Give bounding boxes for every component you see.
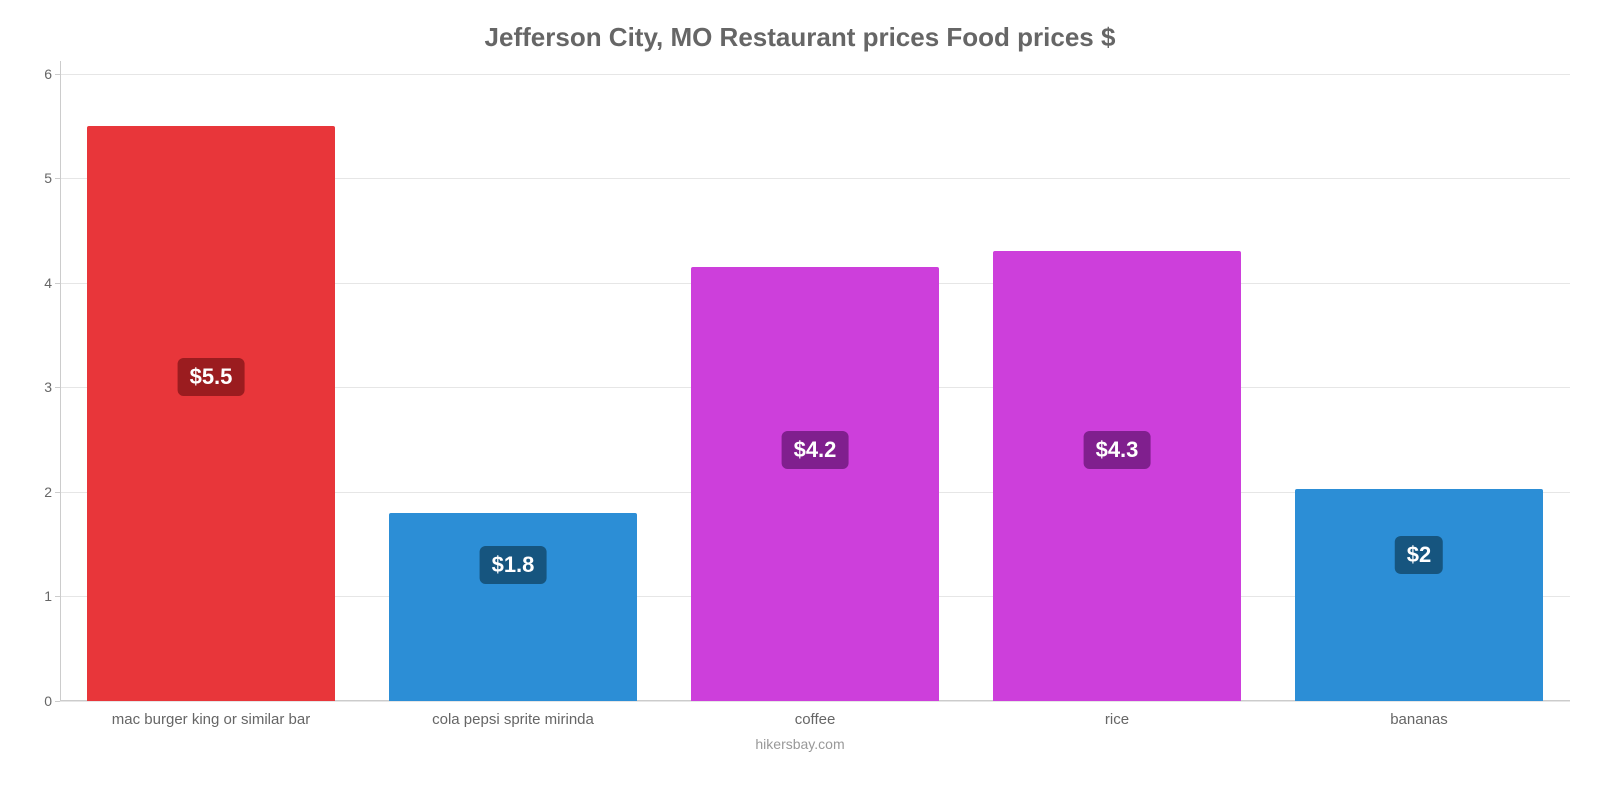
bar-slot: $2 xyxy=(1268,61,1570,701)
value-badge: $4.2 xyxy=(782,431,849,469)
chart-title: Jefferson City, MO Restaurant prices Foo… xyxy=(20,22,1580,53)
bar-slot: $5.5 xyxy=(60,61,362,701)
bar-slot: $4.3 xyxy=(966,61,1268,701)
x-tick-label: cola pepsi sprite mirinda xyxy=(362,709,664,730)
y-tick-label: 6 xyxy=(44,66,52,82)
bar-slot: $1.8 xyxy=(362,61,664,701)
y-tick-label: 3 xyxy=(44,379,52,395)
value-badge: $4.3 xyxy=(1084,431,1151,469)
x-axis: mac burger king or similar barcola pepsi… xyxy=(60,709,1570,730)
y-tick-label: 4 xyxy=(44,275,52,291)
y-tick-mark xyxy=(55,596,60,597)
x-tick-label: mac burger king or similar bar xyxy=(60,709,362,730)
y-tick-mark xyxy=(55,492,60,493)
grid-line xyxy=(60,701,1570,702)
chart-footer: hikersbay.com xyxy=(20,736,1580,752)
x-tick-label: coffee xyxy=(664,709,966,730)
bar: $4.3 xyxy=(993,251,1241,701)
y-axis: 0123456 xyxy=(20,61,60,701)
value-badge: $1.8 xyxy=(480,546,547,584)
y-tick-mark xyxy=(55,283,60,284)
y-tick-label: 0 xyxy=(44,693,52,709)
y-tick-mark xyxy=(55,701,60,702)
y-tick-mark xyxy=(55,74,60,75)
bar: $4.2 xyxy=(691,267,939,701)
price-chart: Jefferson City, MO Restaurant prices Foo… xyxy=(0,0,1600,800)
y-tick-label: 2 xyxy=(44,484,52,500)
y-tick-mark xyxy=(55,387,60,388)
bar-slot: $4.2 xyxy=(664,61,966,701)
bars-container: $5.5 $1.8 $4.2 $4.3 $2 xyxy=(60,61,1570,701)
bar: $5.5 xyxy=(87,126,335,701)
x-tick-label: bananas xyxy=(1268,709,1570,730)
value-badge: $2 xyxy=(1395,536,1443,574)
y-tick-label: 5 xyxy=(44,170,52,186)
bar: $1.8 xyxy=(389,513,637,701)
y-tick-label: 1 xyxy=(44,588,52,604)
plot-area: 0123456 $5.5$1.8$4.2$4.3$2 xyxy=(20,61,1580,701)
x-tick-label: rice xyxy=(966,709,1268,730)
plot: $5.5 $1.8 $4.2 $4.3 $2 xyxy=(60,61,1570,701)
bar: $2 xyxy=(1295,489,1543,701)
y-tick-mark xyxy=(55,178,60,179)
value-badge: $5.5 xyxy=(178,358,245,396)
